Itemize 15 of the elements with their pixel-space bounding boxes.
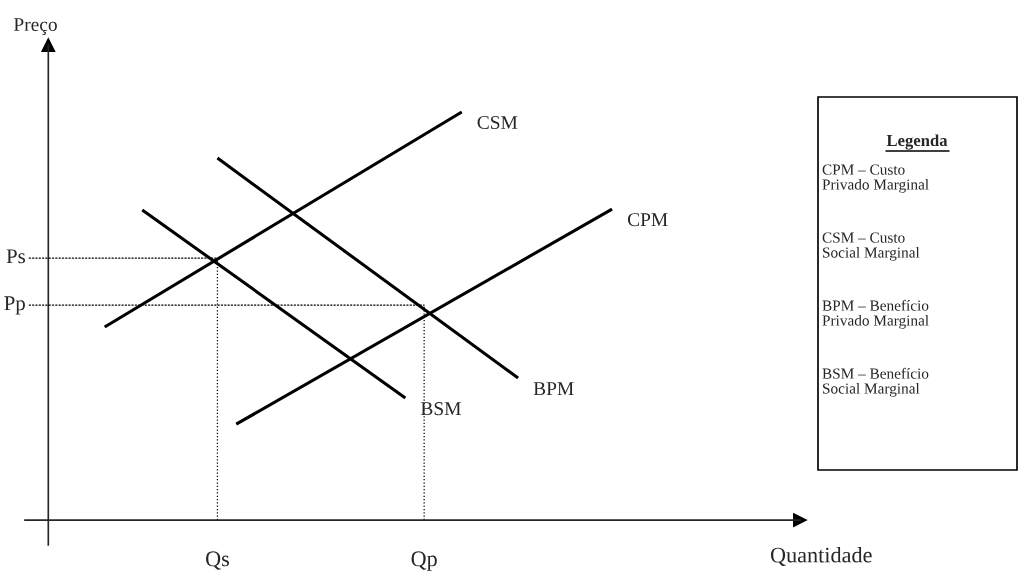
text: CSM – Custo Social Marginal (822, 232, 920, 261)
text: BPM – Benefício Privado Marginal (822, 299, 929, 329)
x-axis-title: Quantidade (770, 546, 872, 566)
text: Legenda (886, 134, 948, 150)
series-label: BPM (533, 382, 574, 396)
series-label: CSM (477, 115, 518, 130)
annotation: Ps (6, 249, 25, 264)
text: BSM – Benefício Social Marginal (822, 367, 929, 397)
x-tick-label: Qs (206, 551, 229, 570)
x-tick-label: Qp (411, 551, 437, 571)
annotation: Pp (4, 296, 25, 315)
series-label: CPM (627, 213, 668, 227)
y-axis-title: Preço (13, 18, 57, 35)
series-label: BSM (420, 402, 461, 416)
text: CPM – Custo Privado Marginal (822, 164, 929, 193)
